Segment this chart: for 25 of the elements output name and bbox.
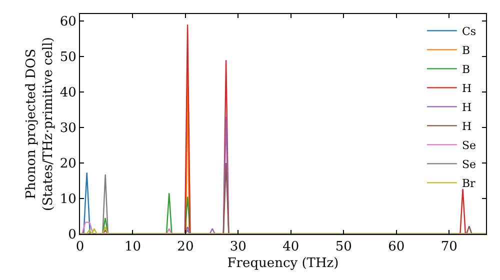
legend-label: Br bbox=[462, 176, 476, 190]
legend-label: Se bbox=[462, 158, 476, 171]
legend-label: H bbox=[462, 120, 472, 133]
x-tick-label: 60 bbox=[388, 240, 405, 255]
legend-label: Cs bbox=[462, 24, 476, 38]
legend-label: B bbox=[462, 62, 470, 76]
y-tick-label: 60 bbox=[60, 14, 76, 30]
x-tick-label: 10 bbox=[124, 240, 142, 255]
x-tick-label: 70 bbox=[440, 240, 458, 255]
x-tick-label: 40 bbox=[282, 240, 300, 255]
legend-label: B bbox=[462, 44, 470, 57]
x-tick-label: 30 bbox=[230, 240, 246, 255]
x-tick-label: 20 bbox=[177, 240, 194, 255]
y-tick-label: 50 bbox=[60, 50, 76, 66]
x-axis-title: Frequency (THz) bbox=[227, 256, 339, 272]
y-tick-label: 40 bbox=[60, 86, 76, 101]
y-tick-label: 30 bbox=[60, 121, 76, 136]
y-tick-label: 20 bbox=[60, 156, 76, 172]
legend-label: H bbox=[462, 100, 472, 114]
y-tick-label: 0 bbox=[68, 228, 76, 243]
y-axis-title: Phonon projected DOS (States/THz·primitive cell) bbox=[24, 36, 56, 212]
y-tick-label: 10 bbox=[60, 192, 76, 208]
legend-label: Se bbox=[462, 138, 476, 152]
legend-label: H bbox=[462, 82, 472, 95]
x-tick-label: 50 bbox=[335, 240, 352, 255]
